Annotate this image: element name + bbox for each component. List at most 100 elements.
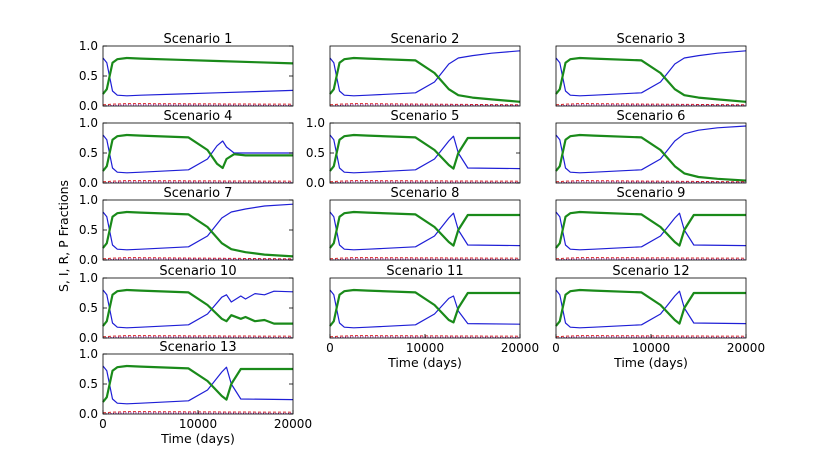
panel-title: Scenario 4 <box>164 109 233 124</box>
series-i-line <box>555 133 747 182</box>
series-i-line <box>102 288 293 327</box>
scenario-panel: Scenario 4 0.0 0.5 1.0 <box>79 109 294 190</box>
x-axis-label: Time (days) <box>613 355 688 370</box>
plot-frame <box>555 199 747 261</box>
panel-title: Scenario 8 <box>391 186 460 201</box>
panel-title: Scenario 13 <box>159 340 236 355</box>
plot-frame <box>102 353 294 415</box>
plot-frame <box>555 45 747 107</box>
y-tick-label: 1.0 <box>79 39 98 53</box>
y-tick-label: 0.5 <box>79 146 98 160</box>
scenario-panel: Scenario 1 0.0 0.5 1.0 <box>79 32 294 113</box>
series-r-line <box>102 335 294 338</box>
y-tick-label: 0.0 <box>79 331 98 345</box>
x-tick-label: 0 <box>99 417 107 431</box>
x-tick-label: 10000 <box>632 341 670 355</box>
series-s-line <box>555 125 747 174</box>
scenario-panel: Scenario 13 0.0 0.5 1.0 0 10000 20000 Time (day… <box>79 340 312 446</box>
panel-title: Scenario 10 <box>159 264 236 279</box>
plot-frame <box>102 45 294 107</box>
series-i-line <box>102 133 293 172</box>
y-tick-label: 1.0 <box>79 193 98 207</box>
panel-title: Scenario 3 <box>617 32 686 47</box>
y-tick-label: 0.0 <box>79 407 98 421</box>
series-r-line <box>329 257 521 260</box>
scenario-panel: Scenario 12 0 10000 20000 Time (days) <box>552 264 765 370</box>
scenario-panel: Scenario 10 0.0 0.5 1.0 <box>79 264 294 345</box>
y-tick-label: 0.0 <box>79 176 98 190</box>
series-r-line <box>329 180 521 183</box>
x-axis-label: Time (days) <box>160 431 235 446</box>
y-tick-label: 1.0 <box>79 347 98 361</box>
series-i-line <box>329 210 520 249</box>
plot-frame <box>102 277 294 339</box>
series-s-line <box>555 50 747 97</box>
series-r-line <box>102 103 294 106</box>
series-i-line <box>102 210 294 258</box>
series-i-line <box>329 133 520 172</box>
plot-frame <box>329 199 521 261</box>
series-r-line <box>555 257 747 260</box>
plot-frame <box>329 45 521 107</box>
y-tick-label: 0.5 <box>306 146 325 160</box>
y-tick-label: 0.5 <box>79 223 98 237</box>
series-i-line <box>102 56 294 95</box>
panel-title: Scenario 12 <box>612 264 689 279</box>
x-tick-label: 20000 <box>501 341 539 355</box>
plot-frame <box>555 277 747 339</box>
y-tick-label: 0.0 <box>306 176 325 190</box>
panel-title: Scenario 2 <box>391 32 460 47</box>
y-tick-label: 0.0 <box>79 99 98 113</box>
y-tick-label: 1.0 <box>79 116 98 130</box>
panel-title: Scenario 6 <box>617 109 686 124</box>
y-tick-label: 1.0 <box>306 116 325 130</box>
panel-title: Scenario 1 <box>164 32 233 47</box>
series-s-line <box>329 211 521 251</box>
plot-frame <box>329 277 521 339</box>
scenario-panel: Scenario 8 <box>329 186 521 261</box>
x-tick-label: 0 <box>552 341 560 355</box>
plot-frame <box>555 122 747 184</box>
x-axis-label: Time (days) <box>387 355 462 370</box>
panel-title: Scenario 7 <box>164 186 233 201</box>
panel-title: Scenario 11 <box>386 264 463 279</box>
panel-grid: Scenario 1 0.0 0.5 1.0 Scenario 2 Scenario 3 S… <box>79 32 765 446</box>
series-s-line <box>102 365 294 405</box>
plot-frame <box>102 199 294 261</box>
series-r-line <box>102 257 294 260</box>
series-s-line <box>555 211 747 251</box>
scenario-panel: Scenario 7 0.0 0.5 1.0 <box>79 186 294 267</box>
x-tick-label: 0 <box>326 341 334 355</box>
series-i-line <box>329 56 521 103</box>
series-s-line <box>102 134 293 174</box>
series-s-line <box>555 289 747 329</box>
x-tick-label: 10000 <box>179 417 217 431</box>
scenario-panel: Scenario 3 <box>555 32 747 107</box>
scenario-panel: Scenario 11 0 10000 20000 Time (days) <box>326 264 539 370</box>
panel-title: Scenario 9 <box>617 186 686 201</box>
y-tick-label: 0.5 <box>79 301 98 315</box>
series-s-line <box>329 134 521 174</box>
series-r-line <box>102 411 294 414</box>
series-r-line <box>102 180 294 183</box>
series-r-line <box>555 180 747 183</box>
series-s-line <box>102 289 294 329</box>
panel-title: Scenario 5 <box>391 109 460 124</box>
series-r-line <box>555 103 747 106</box>
series-i-line <box>555 288 746 327</box>
y-axis-label: S, I, R, P Fractions <box>56 180 71 292</box>
series-i-line <box>102 364 293 403</box>
y-tick-label: 0.0 <box>79 253 98 267</box>
scenario-panel: Scenario 9 <box>555 186 747 261</box>
y-tick-label: 0.5 <box>79 69 98 83</box>
series-i-line <box>555 210 746 249</box>
series-r-line <box>555 335 747 338</box>
series-s-line <box>329 50 521 97</box>
series-s-line <box>102 57 294 97</box>
y-tick-label: 0.5 <box>79 377 98 391</box>
scenario-panel: Scenario 5 0.0 0.5 1.0 <box>306 109 521 190</box>
scenario-panel: Scenario 2 <box>329 32 521 107</box>
x-tick-label: 10000 <box>406 341 444 355</box>
x-tick-label: 20000 <box>727 341 765 355</box>
